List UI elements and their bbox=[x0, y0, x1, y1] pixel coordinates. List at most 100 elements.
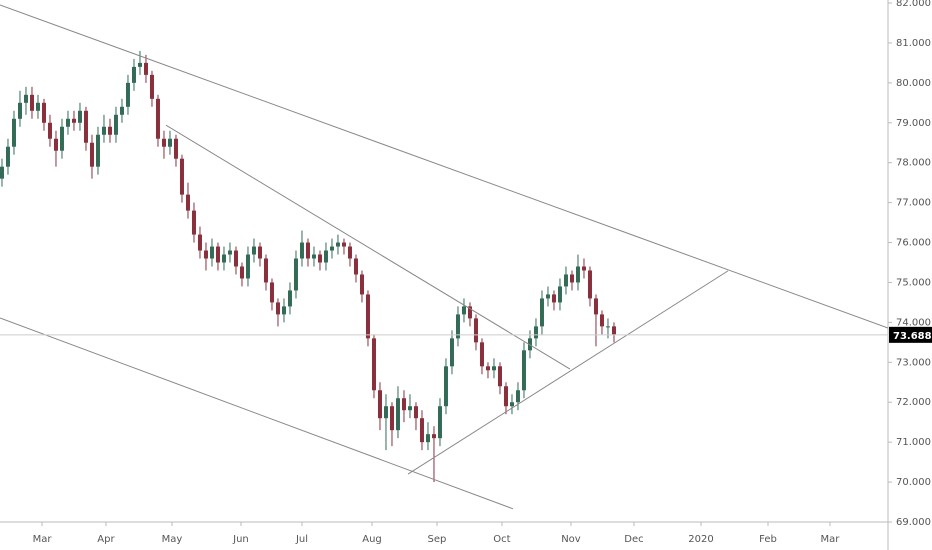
candle-body bbox=[365, 294, 370, 339]
candle-body bbox=[209, 246, 214, 259]
candle-body bbox=[467, 306, 472, 319]
candle-body bbox=[41, 102, 46, 123]
candle-body bbox=[377, 390, 382, 419]
candle-body bbox=[371, 338, 376, 391]
candle-body bbox=[221, 254, 226, 263]
candle-body bbox=[155, 98, 160, 139]
candle-body bbox=[53, 138, 58, 151]
candle-body bbox=[323, 250, 328, 263]
candle-body bbox=[515, 390, 520, 403]
candle-body bbox=[65, 118, 70, 127]
candle-body bbox=[611, 326, 616, 335]
x-tick-label: Oct bbox=[493, 534, 510, 545]
candle-body bbox=[473, 318, 478, 343]
y-tick-label: 80.000 bbox=[896, 78, 931, 89]
candle-body bbox=[407, 406, 412, 411]
candle-body bbox=[545, 294, 550, 299]
candle-body bbox=[347, 246, 352, 259]
candle-body bbox=[563, 274, 568, 287]
x-tick-label: Jun bbox=[232, 534, 249, 545]
candle-body bbox=[269, 282, 274, 303]
candle-body bbox=[479, 342, 484, 367]
candle-body bbox=[413, 406, 418, 419]
candle-body bbox=[569, 274, 574, 283]
y-tick-label: 81.000 bbox=[896, 38, 931, 49]
candle-body bbox=[71, 118, 76, 123]
candle-body bbox=[197, 234, 202, 251]
candle-body bbox=[491, 366, 496, 371]
y-tick-label: 82.000 bbox=[896, 0, 931, 9]
x-tick-label: 2020 bbox=[688, 534, 713, 545]
candle-body bbox=[455, 314, 460, 339]
x-tick-label: Aug bbox=[362, 534, 382, 545]
candle-body bbox=[143, 62, 148, 75]
candle-body bbox=[587, 270, 592, 299]
candle-body bbox=[329, 246, 334, 251]
candle-body bbox=[191, 210, 196, 235]
x-tick-label: Dec bbox=[624, 534, 643, 545]
candle-body bbox=[149, 74, 154, 99]
x-tick-label: Mar bbox=[821, 534, 841, 545]
candle-body bbox=[35, 102, 40, 111]
candle-body bbox=[113, 114, 118, 135]
candle-body bbox=[605, 326, 610, 328]
candle-body bbox=[335, 242, 340, 247]
candle-body bbox=[179, 158, 184, 195]
candle-body bbox=[257, 246, 262, 259]
candle-body bbox=[389, 406, 394, 431]
last-price-label: 73.688 bbox=[893, 331, 932, 342]
y-tick-label: 76.000 bbox=[896, 238, 931, 249]
y-tick-label: 75.000 bbox=[896, 277, 931, 288]
x-tick-label: Nov bbox=[561, 534, 581, 545]
x-tick-label: Mar bbox=[33, 534, 53, 545]
candle-body bbox=[47, 122, 52, 139]
candle-body bbox=[599, 314, 604, 327]
candle-body bbox=[575, 266, 580, 283]
candle-body bbox=[593, 298, 598, 315]
candle-body bbox=[557, 286, 562, 303]
candle-body bbox=[89, 142, 94, 167]
candle-body bbox=[95, 134, 100, 167]
candle-body bbox=[131, 66, 136, 83]
plot-area bbox=[0, 4, 888, 510]
y-tick-label: 69.000 bbox=[896, 517, 931, 528]
candle-body bbox=[0, 166, 4, 179]
y-tick-label: 78.000 bbox=[896, 158, 931, 169]
trend-line bbox=[0, 4, 888, 329]
candle-body bbox=[263, 258, 268, 283]
candle-body bbox=[17, 102, 22, 119]
candle-body bbox=[581, 266, 586, 271]
candle-body bbox=[395, 398, 400, 431]
candle-body bbox=[5, 146, 10, 167]
candle-body bbox=[383, 406, 388, 419]
y-tick-label: 72.000 bbox=[896, 397, 931, 408]
candle-body bbox=[137, 62, 142, 67]
candle-body bbox=[521, 350, 526, 391]
x-tick-label: Sep bbox=[428, 534, 447, 545]
candle-body bbox=[461, 306, 466, 315]
candle-body bbox=[233, 250, 238, 267]
candle-body bbox=[245, 254, 250, 279]
x-tick-label: Jul bbox=[295, 534, 308, 545]
candle-body bbox=[227, 250, 232, 255]
trend-line bbox=[407, 270, 729, 475]
candle-body bbox=[299, 242, 304, 259]
candle-body bbox=[353, 258, 358, 275]
candle-body bbox=[59, 126, 64, 151]
candle-body bbox=[437, 406, 442, 439]
candle-body bbox=[551, 294, 556, 303]
candle-body bbox=[281, 306, 286, 315]
candle-body bbox=[311, 254, 316, 259]
y-tick-label: 74.000 bbox=[896, 317, 931, 328]
candle-body bbox=[539, 298, 544, 327]
y-tick-label: 70.000 bbox=[896, 477, 931, 488]
trend-line bbox=[165, 124, 571, 370]
candle-body bbox=[29, 94, 34, 111]
x-tick-label: Apr bbox=[97, 534, 115, 545]
candle-body bbox=[173, 138, 178, 159]
candle-body bbox=[77, 110, 82, 123]
y-tick-label: 73.000 bbox=[896, 357, 931, 368]
candle-body bbox=[425, 434, 430, 443]
candle-body bbox=[419, 418, 424, 443]
